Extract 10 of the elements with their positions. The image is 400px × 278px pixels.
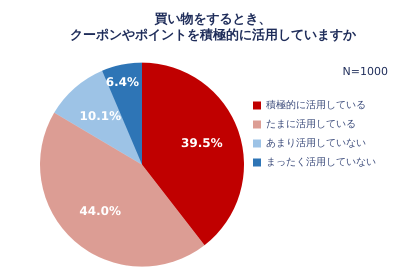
data-label: 6.4% bbox=[106, 74, 139, 89]
data-label: 39.5% bbox=[181, 136, 223, 150]
legend-label: たまに活用している bbox=[266, 118, 356, 130]
data-label: 44.0% bbox=[79, 204, 121, 218]
chart-title: 買い物をするとき、クーポンやポイントを積極的に活用していますか bbox=[70, 12, 357, 43]
legend-label: 積極的に活用している bbox=[266, 99, 366, 112]
text: N=1000 bbox=[342, 64, 388, 78]
data-label: 10.1% bbox=[80, 109, 122, 124]
legend-label: あまり活用していない bbox=[266, 137, 366, 150]
legend-label: まったく活用していない bbox=[266, 156, 376, 168]
